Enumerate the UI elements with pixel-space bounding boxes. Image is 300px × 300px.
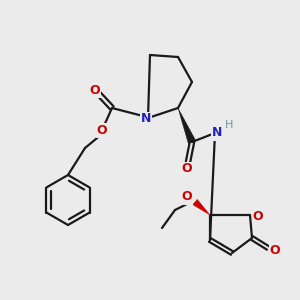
- Text: O: O: [270, 244, 280, 257]
- Text: O: O: [90, 83, 100, 97]
- Text: O: O: [97, 124, 107, 136]
- Text: O: O: [182, 163, 192, 176]
- Text: H: H: [225, 120, 233, 130]
- Text: N: N: [212, 127, 222, 140]
- Polygon shape: [193, 200, 210, 215]
- Polygon shape: [178, 108, 196, 143]
- Text: O: O: [182, 190, 192, 203]
- Text: O: O: [253, 209, 263, 223]
- Text: N: N: [141, 112, 151, 125]
